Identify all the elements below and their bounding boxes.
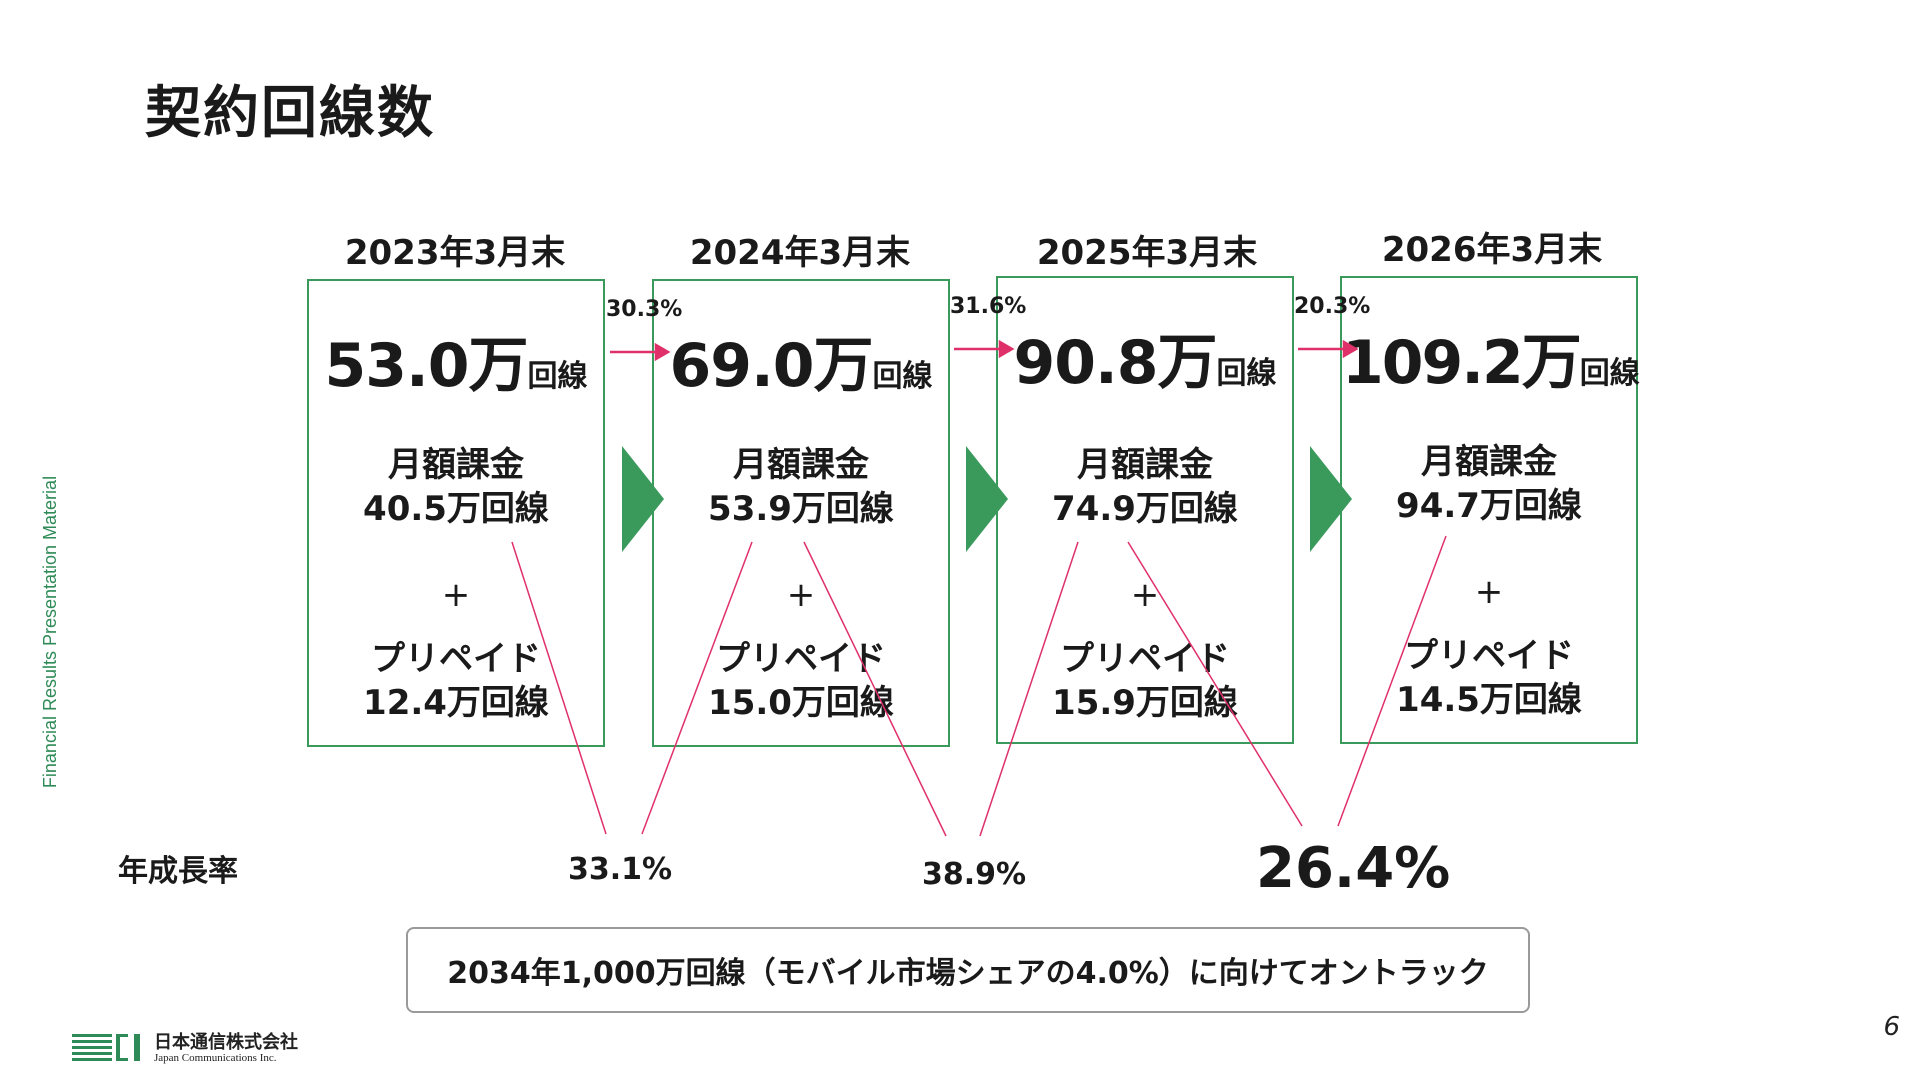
annual-rate-2025: 38.9% xyxy=(922,857,1027,892)
connector-line xyxy=(1337,535,1447,827)
connector-line xyxy=(979,541,1079,837)
total-lines: 109.2万回線 xyxy=(1342,314,1640,401)
growth-label-2024: 30.3% xyxy=(606,297,683,322)
prepaid-value: 14.5万回線 xyxy=(1396,680,1582,720)
subscriber-box-2026: 109.2万回線 月額課金 94.7万回線 + プリペイド 14.5万回線 xyxy=(1340,276,1640,744)
monthly-label: 月額課金 xyxy=(1077,445,1213,485)
total-unit: 回線 xyxy=(1216,356,1277,391)
prepaid-value: 15.9万回線 xyxy=(1052,683,1238,723)
plus-sign: + xyxy=(441,575,471,615)
total-unit: 回線 xyxy=(872,359,933,394)
green-chevron-icon xyxy=(966,446,1008,552)
subscriber-box-2025: 90.8万回線 月額課金 74.9万回線 + プリペイド 15.9万回線 xyxy=(996,276,1294,744)
connector-line xyxy=(803,541,947,837)
monthly-value: 53.9万回線 xyxy=(708,489,894,529)
total-number: 53.0万 xyxy=(324,331,528,401)
monthly-value: 94.7万回線 xyxy=(1396,486,1582,526)
monthly-value: 40.5万回線 xyxy=(363,489,549,529)
jci-logo-icon xyxy=(72,1034,140,1061)
monthly-value: 74.9万回線 xyxy=(1052,489,1238,529)
page-title: 契約回線数 xyxy=(145,81,435,146)
monthly-label: 月額課金 xyxy=(733,445,869,485)
total-lines: 53.0万回線 xyxy=(309,317,603,404)
target-banner: 2034年1,000万回線（モバイル市場シェアの4.0%）に向けてオントラック xyxy=(406,927,1530,1013)
prepaid-label: プリペイド xyxy=(716,639,886,679)
pink-arrow-head xyxy=(654,342,671,362)
connector-line xyxy=(1127,541,1303,827)
annual-rate-2026: 26.4% xyxy=(1256,836,1451,901)
subscriber-box-2024: 69.0万回線 月額課金 53.9万回線 + プリペイド 15.0万回線 xyxy=(652,279,950,747)
plus-sign: + xyxy=(786,575,816,615)
column-header-2024: 2024年3月末 xyxy=(689,233,911,273)
subscriber-box-2023: 53.0万回線 月額課金 40.5万回線 + プリペイド 12.4万回線 xyxy=(307,279,605,747)
column-header-2025: 2025年3月末 xyxy=(1036,233,1258,273)
column-header-2026: 2026年3月末 xyxy=(1381,230,1603,270)
prepaid-value: 12.4万回線 xyxy=(363,683,549,723)
growth-label-2025: 31.6% xyxy=(950,294,1027,319)
pink-arrow-head xyxy=(1342,339,1359,359)
logo-text-jp: 日本通信株式会社 xyxy=(154,1032,298,1053)
plus-sign: + xyxy=(1474,572,1504,612)
column-header-2023: 2023年3月末 xyxy=(344,233,566,273)
total-lines: 90.8万回線 xyxy=(998,314,1292,401)
total-number: 69.0万 xyxy=(669,331,873,401)
plus-sign: + xyxy=(1130,575,1160,615)
total-unit: 回線 xyxy=(527,359,588,394)
prepaid-label: プリペイド xyxy=(1404,636,1574,676)
monthly-label: 月額課金 xyxy=(388,445,524,485)
annual-rate-2024: 33.1% xyxy=(568,852,673,887)
prepaid-value: 15.0万回線 xyxy=(708,683,894,723)
page-number: 6 xyxy=(1883,1012,1900,1042)
annual-growth-row-label: 年成長率 xyxy=(118,854,238,889)
total-number: 109.2万 xyxy=(1342,328,1582,398)
green-chevron-icon xyxy=(622,446,664,552)
total-number: 90.8万 xyxy=(1013,328,1217,398)
prepaid-label: プリペイド xyxy=(371,639,541,679)
total-unit: 回線 xyxy=(1579,356,1640,391)
connector-line xyxy=(511,541,607,835)
prepaid-label: プリペイド xyxy=(1060,639,1230,679)
growth-label-2026: 20.3% xyxy=(1294,294,1371,319)
logo-text-en: Japan Communications Inc. xyxy=(154,1052,277,1064)
green-chevron-icon xyxy=(1310,446,1352,552)
pink-arrow-head xyxy=(998,339,1015,359)
monthly-label: 月額課金 xyxy=(1421,442,1557,482)
company-logo: 日本通信株式会社 Japan Communications Inc. xyxy=(72,1028,302,1068)
connector-line xyxy=(641,541,753,835)
total-lines: 69.0万回線 xyxy=(654,317,948,404)
